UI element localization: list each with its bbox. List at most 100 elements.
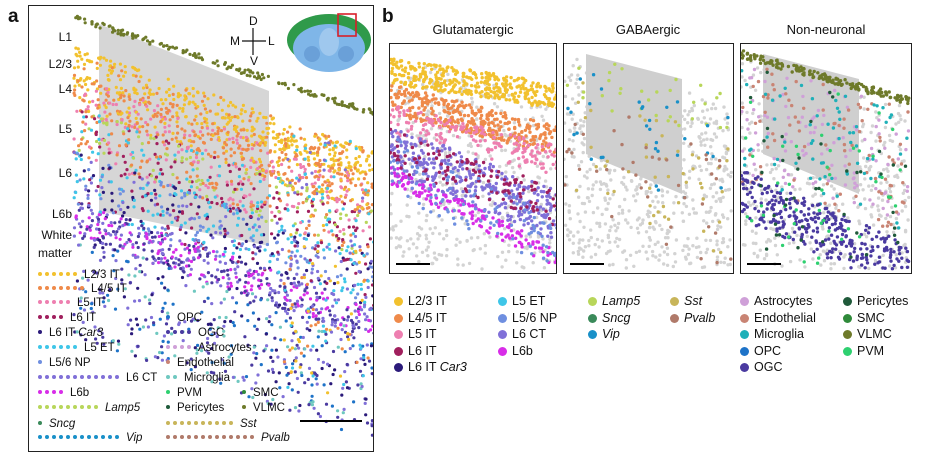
cell-point bbox=[150, 235, 155, 239]
cell-point bbox=[522, 141, 526, 146]
cell-point bbox=[79, 153, 83, 157]
cell-point bbox=[119, 233, 123, 237]
cell-point bbox=[157, 261, 161, 265]
cell-point bbox=[281, 158, 285, 162]
cell-point bbox=[93, 243, 97, 247]
cell-point bbox=[289, 370, 293, 374]
cell-point bbox=[249, 200, 254, 204]
cell-point bbox=[142, 242, 146, 246]
cell-point bbox=[421, 162, 425, 167]
cell-point bbox=[143, 295, 147, 299]
cell-point bbox=[141, 186, 145, 191]
cell-point bbox=[544, 170, 548, 174]
cell-point bbox=[363, 303, 367, 307]
cell-point bbox=[164, 98, 168, 102]
cell-point bbox=[396, 167, 400, 171]
cell-point bbox=[214, 230, 218, 235]
cell-point bbox=[229, 281, 233, 285]
cell-point bbox=[306, 155, 310, 159]
cell-point bbox=[530, 102, 534, 106]
cell-point bbox=[439, 85, 443, 89]
cell-point bbox=[450, 99, 454, 103]
cell-point bbox=[237, 175, 241, 179]
cell-point bbox=[473, 189, 478, 193]
cell-point bbox=[358, 305, 362, 309]
cell-point bbox=[489, 74, 493, 78]
cell-point bbox=[390, 130, 395, 134]
cell-point bbox=[439, 120, 443, 125]
cell-point bbox=[460, 100, 464, 104]
cell-point bbox=[424, 248, 429, 252]
cell-point bbox=[361, 170, 365, 174]
cell-point bbox=[147, 298, 152, 302]
cell-point bbox=[399, 155, 403, 159]
cell-point bbox=[290, 178, 294, 182]
cell-point bbox=[129, 152, 133, 156]
cell-point bbox=[263, 248, 267, 252]
cell-point bbox=[303, 89, 307, 93]
cell-point bbox=[402, 133, 407, 137]
cell-point bbox=[204, 148, 208, 152]
cell-point bbox=[426, 194, 430, 198]
cell-point bbox=[119, 31, 123, 35]
cell-point bbox=[423, 189, 427, 193]
cell-point bbox=[269, 172, 273, 176]
cell-point bbox=[190, 226, 194, 230]
cell-point bbox=[73, 84, 77, 88]
cell-point bbox=[501, 197, 505, 201]
cell-point bbox=[363, 362, 367, 366]
cell-point bbox=[123, 287, 127, 291]
cell-point bbox=[340, 289, 344, 293]
cell-point bbox=[284, 144, 288, 148]
cell-point bbox=[348, 139, 352, 143]
cell-point bbox=[517, 84, 521, 88]
cell-point bbox=[494, 111, 498, 116]
cell-point bbox=[535, 240, 539, 244]
cell-point bbox=[522, 81, 526, 85]
cell-point bbox=[295, 259, 299, 263]
cell-point bbox=[91, 174, 96, 178]
cell-point bbox=[428, 227, 432, 231]
cell-point bbox=[264, 169, 268, 173]
cell-point bbox=[78, 50, 82, 55]
cell-point bbox=[97, 220, 101, 224]
cell-point bbox=[399, 64, 404, 68]
cell-point bbox=[80, 57, 84, 61]
cell-point bbox=[349, 239, 353, 243]
cell-point bbox=[166, 226, 170, 230]
cell-point bbox=[135, 323, 140, 327]
cell-point bbox=[483, 243, 488, 248]
cell-point bbox=[520, 245, 524, 249]
cell-point bbox=[498, 89, 502, 93]
cell-point bbox=[299, 254, 303, 258]
cell-point bbox=[148, 157, 152, 161]
cell-point bbox=[325, 281, 329, 285]
cell-point bbox=[331, 318, 335, 322]
cell-point bbox=[502, 78, 506, 82]
cell-point bbox=[505, 121, 510, 126]
cell-point bbox=[244, 148, 248, 152]
cell-point bbox=[123, 70, 127, 74]
cell-point bbox=[361, 110, 365, 114]
cell-point bbox=[241, 157, 246, 161]
cell-point bbox=[249, 182, 253, 186]
cell-point bbox=[294, 305, 298, 309]
cell-point bbox=[444, 173, 448, 177]
cell-point bbox=[554, 207, 556, 212]
cell-point bbox=[417, 77, 421, 82]
cell-point bbox=[465, 167, 469, 171]
cell-point bbox=[81, 236, 85, 240]
cell-point bbox=[535, 223, 539, 228]
cell-point bbox=[357, 326, 361, 330]
cell-point bbox=[100, 186, 104, 190]
cell-point bbox=[301, 165, 306, 169]
cell-point bbox=[438, 141, 442, 145]
cell-point bbox=[109, 221, 113, 225]
cell-point bbox=[135, 92, 139, 96]
cell-point bbox=[420, 97, 424, 101]
cell-point bbox=[419, 119, 424, 124]
cell-point bbox=[75, 14, 79, 18]
cell-point bbox=[251, 238, 255, 242]
cell-point bbox=[83, 21, 87, 25]
panel-a-col2-legend-entry: Microglia bbox=[166, 371, 230, 385]
